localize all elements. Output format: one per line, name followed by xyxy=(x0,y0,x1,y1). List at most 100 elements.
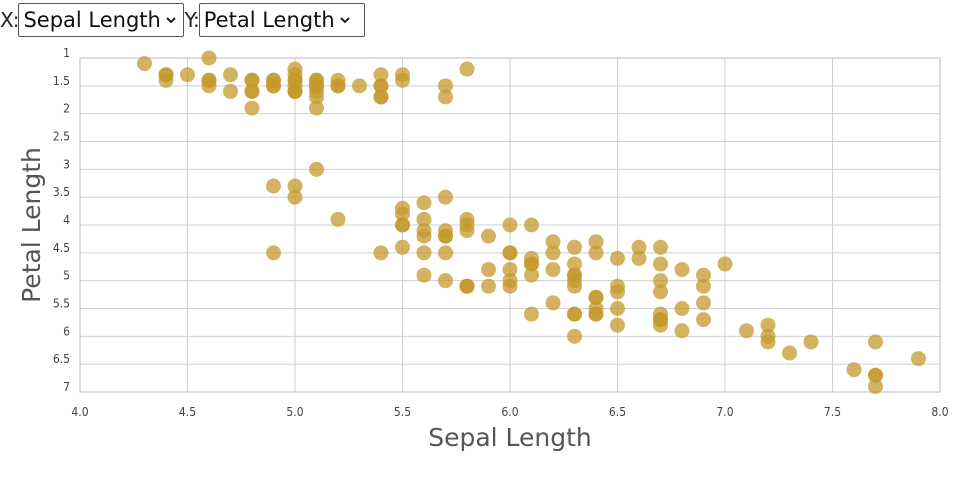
data-point xyxy=(868,367,883,383)
data-point xyxy=(545,234,561,250)
data-point xyxy=(438,89,453,105)
x-tick-label: 5.5 xyxy=(394,405,411,419)
data-point xyxy=(502,217,518,233)
data-point xyxy=(588,301,604,316)
data-point xyxy=(502,262,518,278)
data-point xyxy=(567,273,582,289)
data-point xyxy=(201,50,217,66)
data-point xyxy=(438,78,453,94)
data-point xyxy=(739,323,754,339)
data-point xyxy=(244,100,260,116)
data-point xyxy=(438,273,453,289)
data-point xyxy=(244,83,260,99)
data-point xyxy=(545,295,561,311)
x-tick-label: 8.0 xyxy=(931,405,948,419)
data-point xyxy=(545,245,561,261)
data-point xyxy=(438,223,453,239)
data-point xyxy=(395,217,410,233)
data-point xyxy=(287,178,303,194)
data-point xyxy=(459,61,475,77)
data-point xyxy=(438,245,453,261)
data-point xyxy=(653,273,668,289)
data-point xyxy=(653,284,668,300)
data-point xyxy=(137,56,152,72)
data-point xyxy=(373,245,389,261)
data-point xyxy=(567,328,582,344)
data-point xyxy=(330,211,346,227)
data-point xyxy=(223,83,238,99)
data-point xyxy=(696,312,711,328)
data-point xyxy=(416,245,432,261)
x-axis-select[interactable]: Sepal Length xyxy=(18,3,185,37)
data-point xyxy=(653,239,668,255)
data-point xyxy=(696,278,711,294)
y-tick-label: 3.5 xyxy=(53,185,70,199)
y-tick-label: 1.5 xyxy=(53,74,70,88)
y-tick-label: 5 xyxy=(63,269,70,283)
x-tick-label: 4.0 xyxy=(71,405,88,419)
data-point xyxy=(911,351,926,367)
data-point xyxy=(760,317,776,333)
data-point xyxy=(588,289,604,305)
data-point xyxy=(631,250,647,266)
y-tick-label: 7 xyxy=(63,380,70,394)
data-point xyxy=(567,239,582,255)
data-point xyxy=(631,239,647,255)
data-point xyxy=(588,245,604,261)
x-tick-label: 7.5 xyxy=(824,405,841,419)
data-point xyxy=(653,256,668,272)
data-point xyxy=(180,67,195,83)
x-tick-label: 7.0 xyxy=(716,405,733,419)
data-point xyxy=(545,262,561,278)
data-point xyxy=(481,278,496,294)
data-point xyxy=(502,273,518,289)
data-point xyxy=(567,256,582,272)
data-point xyxy=(674,301,690,316)
data-point xyxy=(266,178,281,194)
data-point xyxy=(459,217,475,233)
y-tick-label: 6.5 xyxy=(53,352,70,366)
data-point xyxy=(266,245,281,261)
data-point xyxy=(373,89,389,105)
y-tick-label: 1 xyxy=(63,46,70,60)
data-point xyxy=(287,83,303,99)
y-tick-label: 2.5 xyxy=(53,130,70,144)
data-point xyxy=(696,267,711,283)
data-point xyxy=(330,78,346,94)
chevron-down-icon xyxy=(166,17,176,24)
data-point xyxy=(395,200,410,216)
y-tick-label: 2 xyxy=(63,102,70,116)
data-point xyxy=(524,250,539,266)
data-point xyxy=(696,295,711,311)
x-axis-label: X: xyxy=(0,8,19,32)
data-point xyxy=(244,72,260,88)
data-point xyxy=(610,301,625,316)
data-point xyxy=(309,161,324,177)
data-point xyxy=(416,195,432,211)
data-point xyxy=(416,228,432,244)
chevron-down-icon xyxy=(339,17,350,24)
data-point xyxy=(760,328,776,344)
data-point xyxy=(567,306,582,322)
data-point xyxy=(416,211,432,227)
y-tick-label: 4 xyxy=(63,213,70,227)
y-tick-label: 6 xyxy=(63,324,70,338)
data-point xyxy=(395,67,410,83)
y-axis-select-value: Petal Length xyxy=(203,8,335,32)
y-axis-label: Y: xyxy=(184,8,199,32)
x-tick-label: 4.5 xyxy=(179,405,196,419)
axis-controls: X: Sepal Length Y: Petal Length xyxy=(0,2,365,38)
x-tick-label: 6.0 xyxy=(501,405,518,419)
data-point xyxy=(610,317,625,333)
data-point xyxy=(674,323,690,339)
y-axis-title: Petal Length xyxy=(17,147,46,303)
data-point xyxy=(287,189,303,205)
data-point xyxy=(524,217,539,233)
y-axis-select[interactable]: Petal Length xyxy=(198,3,365,37)
y-tick-label: 3 xyxy=(63,157,70,171)
data-point xyxy=(201,72,217,88)
plot-frame xyxy=(79,57,941,393)
data-point xyxy=(610,250,625,266)
data-point xyxy=(782,345,797,361)
